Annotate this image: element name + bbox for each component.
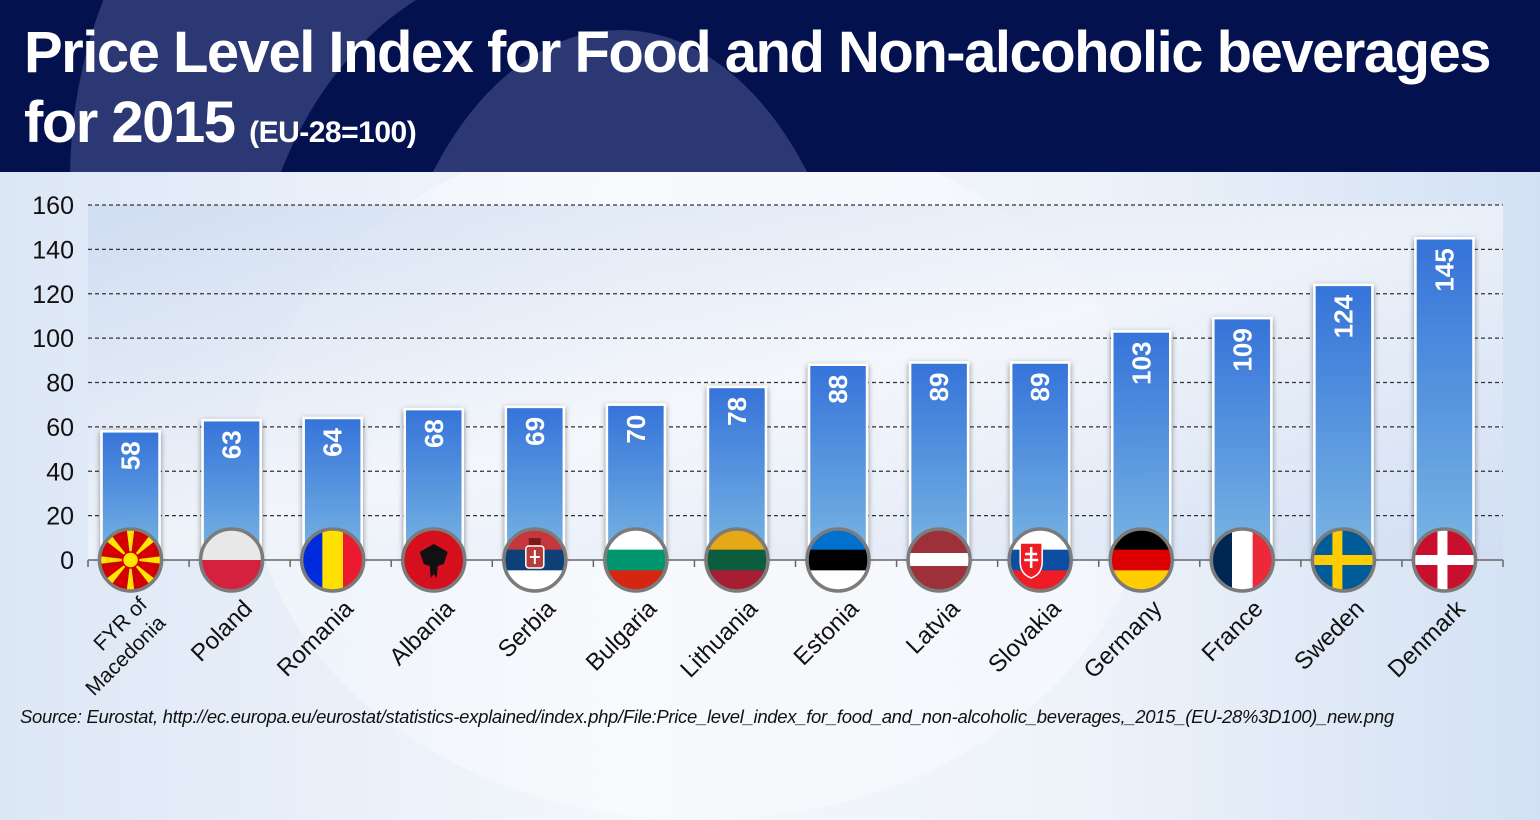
lithuania-flag-icon bbox=[704, 527, 770, 593]
y-tick-label: 40 bbox=[46, 458, 74, 486]
title-line-1: Price Level Index for Food and Non-alcoh… bbox=[24, 20, 1492, 85]
y-tick-label: 80 bbox=[46, 370, 74, 398]
y-tick-label: 120 bbox=[32, 281, 74, 309]
bar-value-label: 64 bbox=[318, 427, 348, 456]
source-note: Source: Eurostat, http://ec.europa.eu/eu… bbox=[20, 706, 1394, 727]
x-category-label: France bbox=[1197, 595, 1269, 667]
sweden-flag-icon bbox=[1310, 527, 1377, 593]
title-line-2: for 2015 (EU-28=100) bbox=[24, 88, 1490, 168]
x-category-label: Romania bbox=[272, 595, 359, 682]
serbia-flag-icon bbox=[502, 527, 568, 593]
denmark-flag-icon bbox=[1411, 527, 1478, 593]
bar-value-label: 89 bbox=[1025, 373, 1055, 402]
france-flag-icon bbox=[1209, 527, 1276, 593]
x-category-label: Germany bbox=[1079, 595, 1168, 684]
bar-value-label: 63 bbox=[217, 430, 247, 459]
bar-value-label: 78 bbox=[722, 397, 752, 426]
bar-value-label: 88 bbox=[823, 375, 853, 404]
bar-value-label: 69 bbox=[520, 417, 550, 446]
x-category-label: Latvia bbox=[901, 595, 966, 660]
x-category-label: Denmark bbox=[1383, 594, 1472, 683]
x-category-label: Poland bbox=[186, 595, 258, 667]
bar-value-label: 89 bbox=[924, 373, 954, 402]
chart-title: Price Level Index for Food and Non-alcoh… bbox=[24, 18, 1492, 168]
estonia-flag-icon bbox=[805, 527, 871, 593]
bar bbox=[908, 361, 970, 562]
x-category-label: FYR ofMacedonia bbox=[63, 593, 171, 701]
bar-value-label: 68 bbox=[419, 419, 449, 448]
latvia-flag-icon bbox=[906, 527, 972, 593]
header-banner: Price Level Index for Food and Non-alcoh… bbox=[0, 0, 1540, 172]
x-category-label: Estonia bbox=[789, 595, 865, 671]
title-year: for 2015 bbox=[24, 90, 236, 155]
bar bbox=[1313, 283, 1374, 562]
title-suffix: (EU-28=100) bbox=[249, 116, 417, 149]
y-tick-label: 140 bbox=[32, 236, 74, 264]
bar-value-label: 103 bbox=[1126, 341, 1156, 384]
bar-value-label: 109 bbox=[1227, 328, 1257, 371]
bar-chart: 0 20 40 60 80 100 120 140 160 58 FYR ofMacedonia 63… bbox=[32, 192, 1504, 701]
bar-value-label: 145 bbox=[1429, 248, 1459, 291]
slovakia-flag-icon bbox=[1007, 527, 1073, 593]
y-tick-label: 160 bbox=[32, 192, 74, 220]
bar bbox=[1414, 237, 1475, 562]
x-category-label: Serbia bbox=[493, 595, 562, 664]
x-category-label: Lithuania bbox=[675, 595, 763, 683]
y-tick-label: 0 bbox=[60, 547, 74, 575]
bar-value-label: 124 bbox=[1328, 294, 1358, 338]
bar-value-label: 58 bbox=[116, 441, 146, 470]
y-tick-label: 100 bbox=[32, 325, 74, 353]
bar-value-label: 70 bbox=[621, 415, 651, 444]
germany-flag-icon bbox=[1108, 527, 1174, 593]
y-tick-label: 60 bbox=[46, 414, 74, 442]
y-tick-label: 20 bbox=[46, 503, 74, 531]
romania-flag-icon bbox=[299, 527, 366, 593]
x-category-label: Sweden bbox=[1289, 595, 1369, 675]
albania-flag-icon bbox=[401, 527, 467, 593]
x-category-label: Bulgaria bbox=[581, 595, 663, 677]
x-category-label: Albania bbox=[384, 595, 460, 671]
poland-flag-icon bbox=[198, 527, 265, 593]
bulgaria-flag-icon bbox=[603, 527, 669, 593]
x-category-label: Slovakia bbox=[983, 595, 1067, 679]
